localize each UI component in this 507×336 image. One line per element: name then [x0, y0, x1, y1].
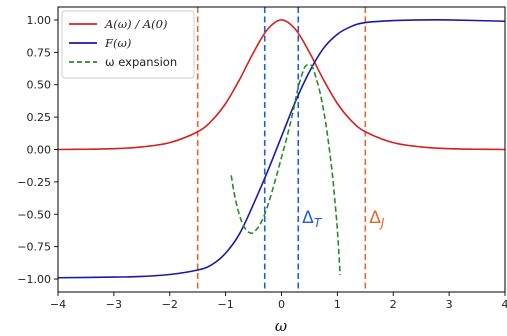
y-tick-label: −0.25: [17, 176, 51, 189]
y-tick-label: −0.75: [17, 241, 51, 254]
x-tick-label: −2: [162, 298, 178, 311]
legend: A(ω) / A(0) F(ω) ω expansion: [61, 10, 195, 79]
x-axis-label: ω: [275, 317, 287, 335]
legend-label-2: ω expansion: [105, 55, 177, 69]
x-tick-label: −3: [106, 298, 122, 311]
x-tick-label: 0: [278, 298, 285, 311]
y-tick-label: 0.25: [27, 111, 52, 124]
y-tick-label: −1.00: [17, 273, 51, 286]
y-tick-label: 1.00: [27, 14, 52, 27]
y-tick-label: 0.00: [27, 144, 52, 157]
x-tick-label: 2: [390, 298, 397, 311]
y-tick-label: 0.75: [27, 46, 52, 59]
x-tick-label: −4: [50, 298, 66, 311]
plot-area: [58, 7, 505, 292]
legend-label-0: A(ω) / A(0): [104, 17, 167, 31]
x-tick-label: −1: [218, 298, 234, 311]
legend-label-1: F(ω): [104, 36, 131, 50]
x-tick-label: 1: [334, 298, 341, 311]
x-tick-label: 4: [502, 298, 507, 311]
series-line-0: [58, 19, 505, 151]
series-line-1: [58, 19, 505, 279]
y-tick-label: −0.50: [17, 208, 51, 221]
axis-ticks: −4 −3 −2 −1 0 1 2 3 4 −1.00 −0.75 −0.50 −0.25 0.00 0.2…: [17, 14, 507, 311]
series-line-2: [230, 63, 341, 276]
annotation-delta-t: ΔT: [302, 208, 323, 230]
x-tick-label: 3: [446, 298, 453, 311]
y-tick-label: 0.50: [27, 79, 52, 92]
annotations: ΔT ΔJ: [302, 208, 385, 230]
annotation-delta-j: ΔJ: [369, 208, 385, 230]
